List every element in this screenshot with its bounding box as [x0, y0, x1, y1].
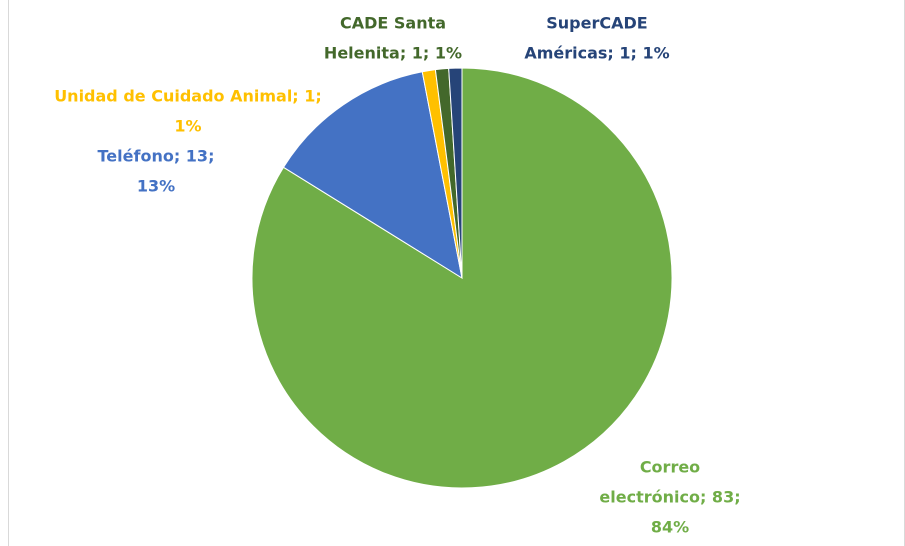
data-label-line: 84% — [651, 518, 689, 537]
data-label-line: Américas; 1; 1% — [524, 44, 669, 63]
data-label: Unidad de Cuidado Animal; 1; 1% — [54, 87, 322, 136]
data-label: CADE Santa Helenita; 1; 1% — [324, 14, 462, 63]
pie-slice — [448, 67, 463, 279]
data-label-line: Teléfono; 13; — [98, 147, 215, 166]
data-label-line: Correo — [640, 458, 700, 477]
data-label-line: SuperCADE — [546, 14, 647, 33]
data-label: Correo electrónico; 83; 84% — [599, 458, 740, 537]
data-label-line: Helenita; 1; 1% — [324, 44, 462, 63]
data-label-line: 1% — [174, 117, 201, 136]
data-label: SuperCADE Américas; 1; 1% — [524, 14, 669, 63]
data-label-line: 13% — [137, 177, 175, 196]
data-label-line: Unidad de Cuidado Animal; 1; — [54, 87, 322, 106]
data-label-line: CADE Santa — [340, 14, 446, 33]
data-label: Teléfono; 13; 13% — [98, 147, 215, 196]
pie-slice — [282, 71, 463, 280]
data-label-line: electrónico; 83; — [599, 488, 740, 507]
